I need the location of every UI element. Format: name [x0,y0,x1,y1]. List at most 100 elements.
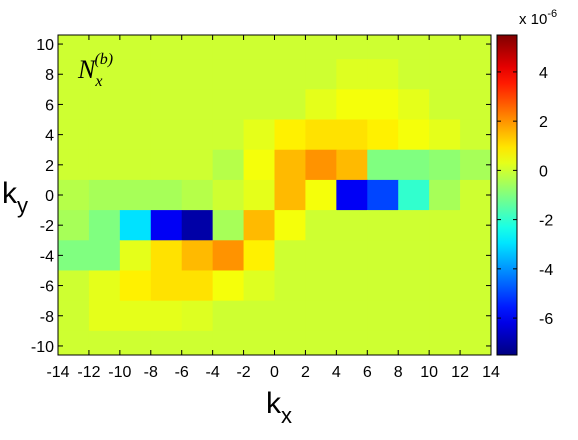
colorbar-base: x 10 [519,11,547,28]
heat-cell [274,59,306,90]
heat-cell [398,149,430,181]
y-tick-label: -10 [31,339,54,356]
heat-cell [460,300,491,332]
heat-cell [58,59,90,90]
heat-cell [58,149,90,181]
x-label-base: k [266,387,282,420]
heat-cell [398,330,430,355]
heat-cell [305,35,337,60]
heat-cell [274,240,306,271]
heat-cell [181,330,214,355]
heat-cell [181,240,214,271]
heat-cell [243,179,275,211]
heat-cell [88,149,121,181]
heat-cell [274,119,306,151]
heat-cell [305,59,337,90]
heat-cell [429,59,461,90]
x-tick-label: 14 [482,364,500,381]
heat-cell [150,210,183,241]
heat-cell [150,330,183,355]
heat-cell [429,300,461,332]
heat-cell [181,89,214,121]
heat-cell [336,149,368,181]
heat-cell [336,330,368,355]
heat-cell [336,210,368,241]
heat-cell [460,210,491,241]
heat-cell [429,89,461,121]
heat-cell [88,210,121,241]
x-label-sub: x [281,403,292,428]
heat-cell [58,330,90,355]
heat-cell [212,149,245,181]
heat-cell [460,270,491,302]
heat-cell [367,240,399,271]
heat-cell [274,270,306,302]
colorbar-tick-label: -6 [539,311,553,328]
heat-cell [274,210,306,241]
heat-cell [58,35,90,60]
heat-cell [58,210,90,241]
heat-cell [398,119,430,151]
heat-cell [367,270,399,302]
heat-cell [243,149,275,181]
heat-cell [429,270,461,302]
heat-cell [305,270,337,302]
heat-cell [398,270,430,302]
heat-cell [58,240,90,271]
heat-cell [460,330,491,355]
heat-cell [274,179,306,211]
y-label-sub: y [17,193,28,218]
heat-cell [119,210,152,241]
heat-cell [181,59,214,90]
heat-cell [336,59,368,90]
heat-cell [274,330,306,355]
heat-cell [181,179,214,211]
y-tick-label: 0 [45,188,54,205]
x-tick-label: 4 [332,364,341,381]
heat-cell [367,35,399,60]
colorbar-tick-label: 0 [539,163,548,180]
heat-cell [460,179,491,211]
heat-cell [88,240,121,271]
x-tick-label: 0 [270,364,279,381]
heat-cell [119,119,152,151]
colorbar-tick-label: -4 [539,262,553,279]
heat-cell [429,210,461,241]
heat-cell [119,179,152,211]
heat-cell [398,210,430,241]
heat-cell [181,270,214,302]
y-tick-label: 8 [45,67,54,84]
heat-cell [212,330,245,355]
heat-cell [243,89,275,121]
x-tick-label: -14 [46,364,69,381]
heat-cell [243,59,275,90]
y-tick-label: 2 [45,158,54,175]
heat-cell [119,330,152,355]
heat-cell [119,149,152,181]
heat-cell [367,210,399,241]
heat-cell [243,35,275,60]
heat-cell [150,270,183,302]
heat-cell [243,300,275,332]
heat-cell [58,89,90,121]
heat-cell [181,35,214,60]
x-tick-label: 2 [301,364,310,381]
heat-cell [274,149,306,181]
heat-cell [212,210,245,241]
heat-cell [398,240,430,271]
y-label-base: k [2,177,18,210]
heat-cell [150,89,183,121]
annotation-base: N [77,55,97,84]
heat-cell [119,35,152,60]
heat-cell [181,300,214,332]
y-tick-label: -6 [40,279,54,296]
heat-cell [336,300,368,332]
x-tick-label: 6 [363,364,372,381]
heat-cell [336,89,368,121]
heat-cell [367,59,399,90]
heat-cell [429,179,461,211]
heat-cell [274,35,306,60]
heat-cell [212,179,245,211]
heat-cell [398,89,430,121]
